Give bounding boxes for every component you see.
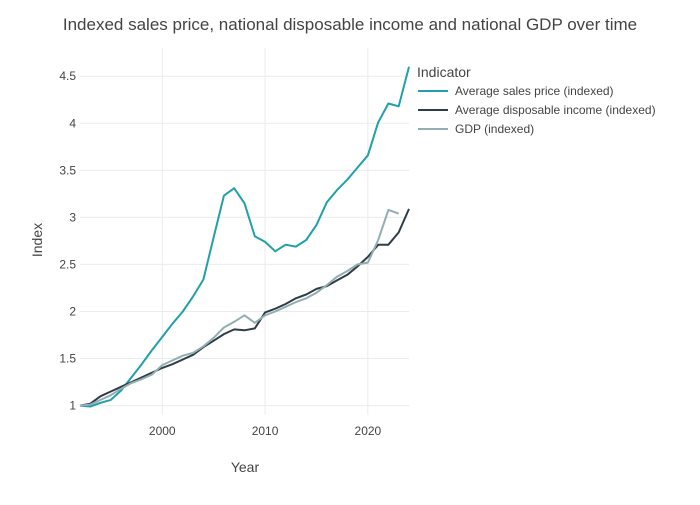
y-tick-label: 1.5 [59,352,76,366]
y-tick-label: 2.5 [59,257,76,271]
x-axis-label: Year [231,459,260,475]
y-tick-labels: 1 1.5 2 2.5 3 3.5 4 4.5 [59,69,76,412]
legend-label: Average disposable income (indexed) [455,103,656,117]
series-line-3 [79,208,400,407]
legend-item-3[interactable]: GDP (indexed) [418,122,534,136]
series-line-1 [79,66,410,408]
legend-label: GDP (indexed) [455,122,534,136]
legend-label: Average sales price (indexed) [455,84,614,98]
x-tick-label: 2020 [355,424,382,438]
legend[interactable]: Indicator Average sales price (indexed) A… [417,64,656,136]
legend-item-1[interactable]: Average sales price (indexed) [418,84,614,98]
y-tick-label: 2 [69,304,76,318]
x-tick-label: 2010 [252,424,279,438]
legend-title: Indicator [417,64,471,80]
series-lines [79,66,410,408]
y-tick-label: 1 [69,399,76,413]
x-tick-label: 2000 [149,424,176,438]
y-axis-label: Index [29,223,45,257]
legend-item-2[interactable]: Average disposable income (indexed) [418,103,656,117]
y-tick-label: 4 [69,116,76,130]
chart-title: Indexed sales price, national disposable… [63,15,637,34]
y-tick-label: 4.5 [59,69,76,83]
y-tick-label: 3.5 [59,163,76,177]
y-tick-label: 3 [69,210,76,224]
series-line-2 [79,208,410,407]
x-tick-labels: 2000 2010 2020 [149,424,382,438]
grid-lines [80,48,409,415]
